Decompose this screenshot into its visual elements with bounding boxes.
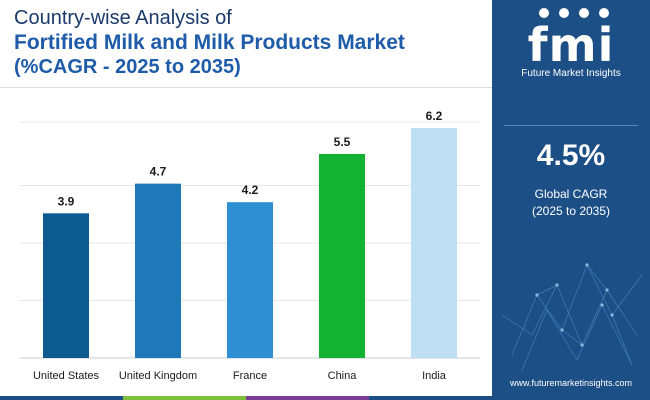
category-label: United States	[33, 370, 100, 382]
title-line-1: Country-wise Analysis of	[14, 7, 232, 29]
stripe-segment	[246, 396, 369, 400]
website-url: www.futuremarketinsights.com	[509, 378, 633, 388]
global-cagr-value: 4.5%	[536, 139, 606, 172]
category-label: France	[233, 370, 267, 382]
logo-subtitle: Future Market Insights	[521, 68, 621, 79]
panel-divider-top	[504, 125, 638, 126]
logo-icons	[539, 8, 609, 18]
bar-france	[227, 202, 273, 358]
chart-header: Country-wise Analysis of Fortified Milk …	[14, 6, 484, 79]
category-label: India	[422, 370, 447, 382]
bar-value-label: 4.7	[150, 165, 167, 179]
global-cagr-label: Global CAGR (2025 to 2035)	[492, 186, 650, 220]
title-line-2: Fortified Milk and Milk Products Market	[14, 31, 405, 54]
category-label: China	[328, 370, 358, 382]
category-label: United Kingdom	[119, 370, 197, 382]
bar-china	[319, 153, 365, 358]
bar-united-kingdom	[135, 183, 181, 358]
logo-text: fmi	[527, 18, 615, 72]
bar-value-label: 4.2	[242, 183, 259, 197]
header-divider	[0, 87, 492, 88]
bottom-color-stripe	[0, 396, 492, 400]
stripe-segment	[0, 396, 123, 400]
cagr-label-line-2: (2025 to 2035)	[531, 204, 611, 218]
bar-value-label: 6.2	[426, 109, 443, 123]
fmi-logo: fmi Future Market Insights	[492, 8, 650, 79]
value-labels: 3.9 4.7 4.2 5.5 6.2	[58, 109, 443, 208]
network-graphic	[501, 263, 643, 371]
stripe-segment	[123, 396, 246, 400]
cagr-label-line-1: Global CAGR	[534, 187, 608, 201]
bar-value-label: 3.9	[58, 194, 75, 208]
title-line-3: (%CAGR - 2025 to 2035)	[14, 56, 241, 78]
bar-india	[411, 128, 457, 358]
bar-value-label: 5.5	[334, 135, 351, 149]
bars	[43, 128, 457, 358]
stripe-segment	[369, 396, 492, 400]
bar-chart: 3.9 4.7 4.2 5.5 6.2 United States United King…	[20, 109, 480, 382]
category-labels: United States United Kingdom France China In…	[33, 370, 447, 382]
summary-panel: fmi Future Market Insights 4.5% Global C…	[492, 0, 650, 400]
bar-united-states	[43, 213, 89, 358]
